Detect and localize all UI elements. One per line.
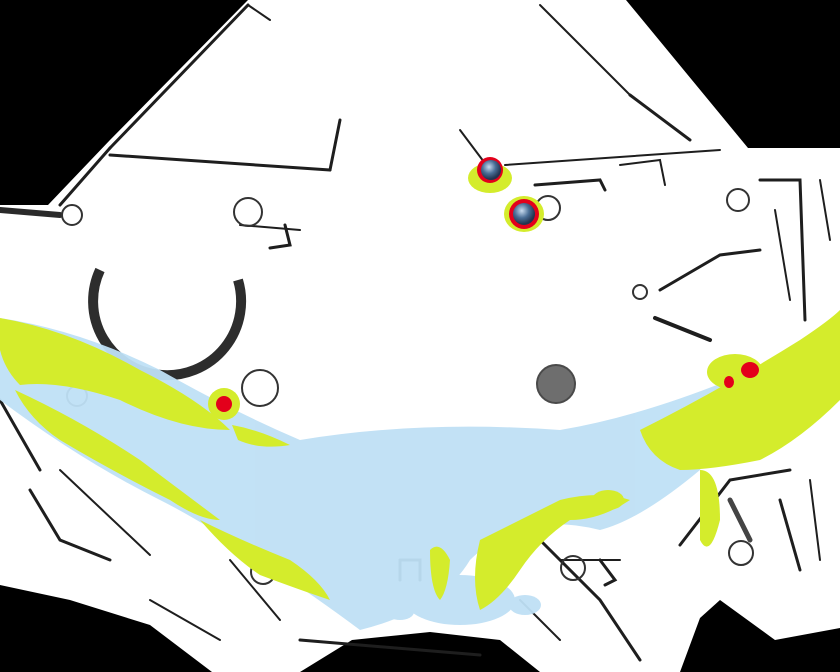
static-obstacle-marker: [536, 364, 576, 404]
tracked-object-marker: [513, 203, 535, 225]
tracked-object-marker: [481, 160, 501, 180]
